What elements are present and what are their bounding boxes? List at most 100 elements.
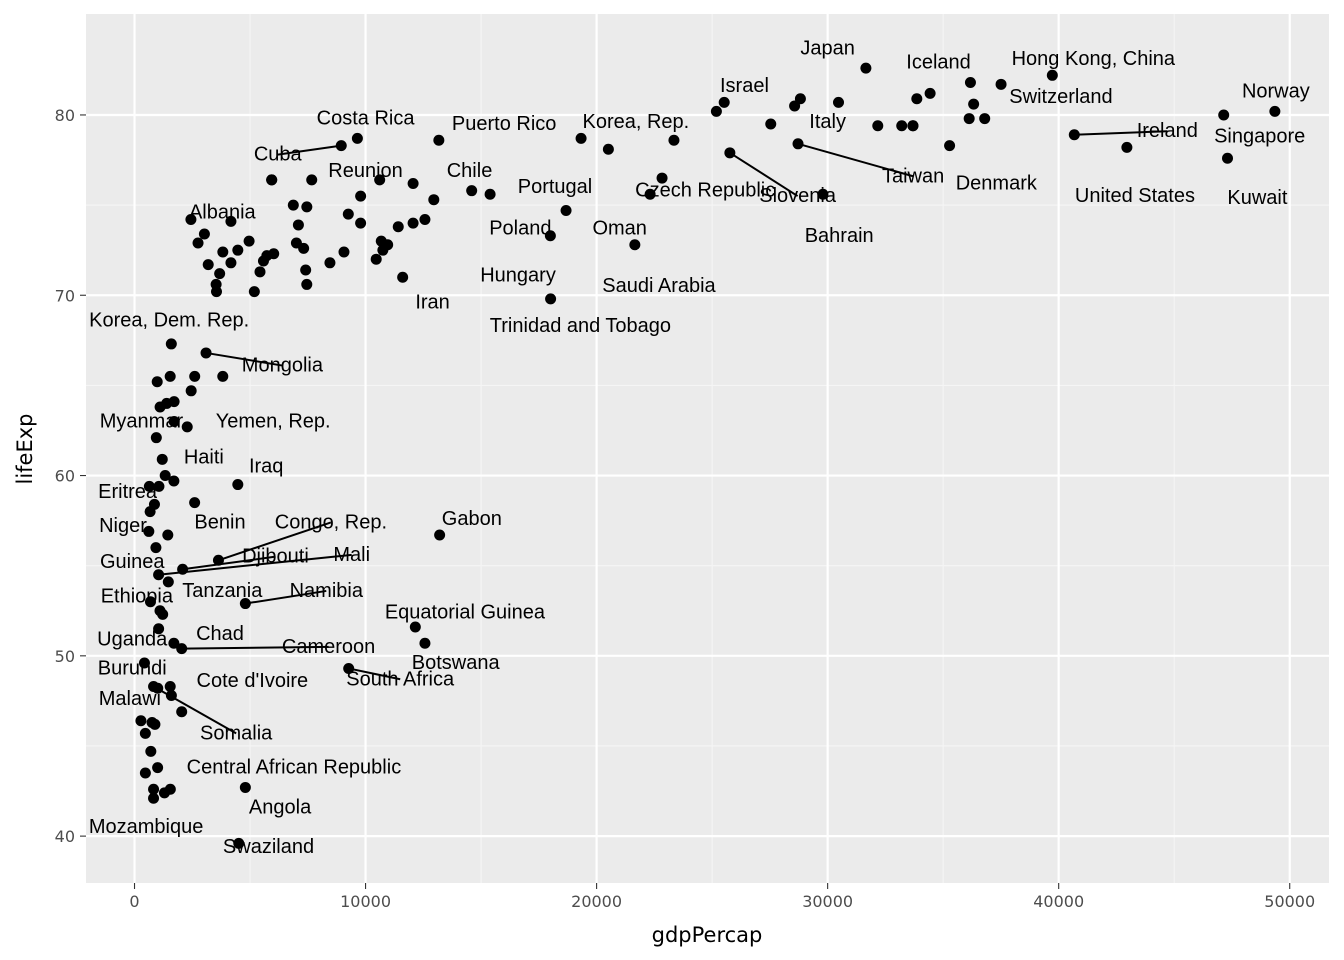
point-label: Taiwan xyxy=(882,165,944,187)
data-point xyxy=(149,718,161,730)
point-label: Slovenia xyxy=(759,185,837,207)
data-point xyxy=(466,185,478,197)
data-point xyxy=(152,762,164,774)
data-point xyxy=(765,118,777,130)
data-point xyxy=(324,257,336,269)
data-point xyxy=(202,259,214,271)
data-point xyxy=(144,506,156,518)
point-label: Botswana xyxy=(412,652,501,674)
point-label: Albania xyxy=(189,201,257,223)
data-point xyxy=(176,643,188,655)
data-point xyxy=(168,637,180,649)
data-point xyxy=(232,479,244,491)
data-point xyxy=(287,199,299,211)
data-point xyxy=(239,781,251,793)
data-point xyxy=(145,745,157,757)
point-label: Yemen, Rep. xyxy=(216,410,331,432)
point-label: Cameroon xyxy=(282,636,375,658)
major-gridlines xyxy=(86,14,1329,883)
data-point xyxy=(162,576,174,588)
data-point xyxy=(154,401,166,413)
data-point xyxy=(150,542,162,554)
data-point xyxy=(544,230,556,242)
data-point xyxy=(254,266,266,278)
data-point xyxy=(419,637,431,649)
point-label: Gabon xyxy=(442,508,502,530)
point-label: Denmark xyxy=(956,172,1038,194)
label-leader-line xyxy=(245,589,327,605)
data-point xyxy=(168,475,180,487)
label-leader-line xyxy=(277,144,342,156)
point-label: Hong Kong, China xyxy=(1012,48,1176,70)
data-point xyxy=(968,98,980,110)
x-axis-title: gdpPercap xyxy=(652,923,763,947)
data-point xyxy=(139,727,151,739)
point-label: Israel xyxy=(720,75,769,97)
data-point xyxy=(189,497,201,509)
y-tick-label: 50 xyxy=(55,647,75,666)
point-label: Hungary xyxy=(480,264,556,286)
data-point xyxy=(668,134,680,146)
data-point xyxy=(872,120,884,132)
point-label: Guinea xyxy=(100,551,165,573)
label-leader-line xyxy=(348,667,401,681)
data-point xyxy=(484,188,496,200)
data-point xyxy=(225,257,237,269)
x-tick-label: 20000 xyxy=(571,892,622,911)
data-point xyxy=(248,286,260,298)
data-points xyxy=(135,62,1281,849)
point-label: Japan xyxy=(800,37,855,59)
data-point xyxy=(355,190,367,202)
data-point xyxy=(860,62,872,74)
point-label: Tanzania xyxy=(182,580,263,602)
point-label: Kuwait xyxy=(1227,187,1287,209)
data-point xyxy=(792,138,804,150)
data-point xyxy=(177,563,189,575)
point-label: Mali xyxy=(333,544,370,566)
data-point xyxy=(239,598,251,610)
point-label: Malawi xyxy=(99,688,161,710)
point-label: Chile xyxy=(447,160,493,182)
point-label: Reunion xyxy=(328,160,403,182)
data-point xyxy=(1222,152,1234,164)
data-point xyxy=(151,376,163,388)
data-point xyxy=(214,268,226,280)
data-point xyxy=(338,246,350,258)
data-point xyxy=(718,96,730,108)
data-point xyxy=(407,217,419,229)
point-label: Ethiopia xyxy=(101,585,174,607)
point-label: Niger xyxy=(99,515,147,537)
data-point xyxy=(165,338,177,350)
data-point xyxy=(377,244,389,256)
y-tick-label: 60 xyxy=(55,467,75,486)
data-point xyxy=(168,415,180,427)
point-label: Uganda xyxy=(97,629,168,651)
point-label: Somalia xyxy=(200,722,273,744)
data-point xyxy=(409,621,421,633)
data-point xyxy=(392,221,404,233)
point-label: Korea, Dem. Rep. xyxy=(89,309,249,331)
data-point xyxy=(257,255,269,267)
point-label: Congo, Rep. xyxy=(275,511,387,533)
label-leader-line xyxy=(158,553,352,576)
data-point xyxy=(434,529,446,541)
data-point xyxy=(200,347,212,359)
data-point xyxy=(433,134,445,146)
data-point xyxy=(212,554,224,566)
data-point xyxy=(911,93,923,105)
point-label: Cote d'Ivoire xyxy=(197,670,309,692)
point-label: Switzerland xyxy=(1009,86,1112,108)
data-point xyxy=(148,783,160,795)
data-point xyxy=(300,264,312,276)
point-label: Ireland xyxy=(1137,120,1198,142)
point-label: Djibouti xyxy=(242,546,309,568)
point-label: Benin xyxy=(194,511,245,533)
point-label: Portugal xyxy=(518,176,593,198)
data-point xyxy=(153,480,165,492)
x-tick-label: 10000 xyxy=(340,892,391,911)
point-label: Iceland xyxy=(906,52,971,74)
data-point xyxy=(351,132,363,144)
data-point xyxy=(159,470,171,482)
data-point xyxy=(164,370,176,382)
data-point xyxy=(896,120,908,132)
